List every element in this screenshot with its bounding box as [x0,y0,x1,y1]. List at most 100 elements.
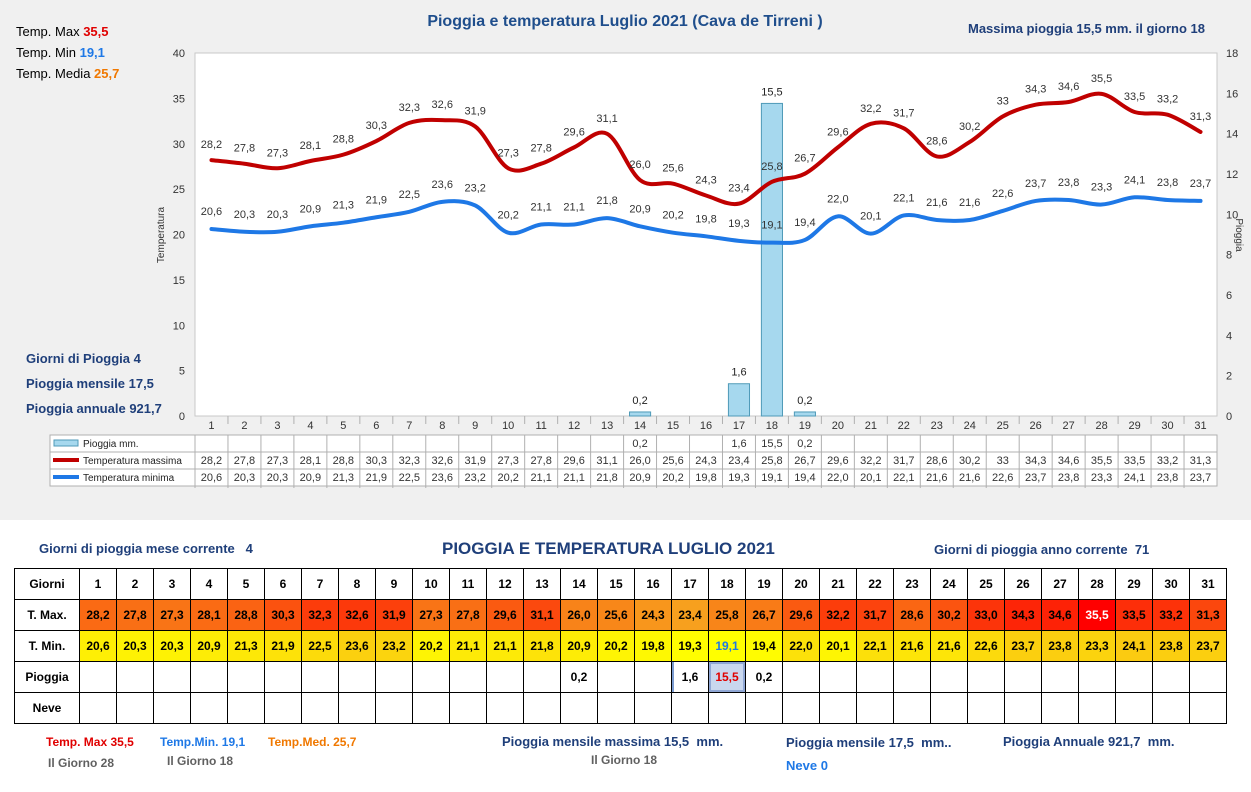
tmax-point-label: 26,7 [794,153,815,165]
tmin-cell: 22,0 [782,630,820,662]
snow-cell [1115,692,1153,724]
footer-tmin-day: Il Giorno 18 [167,754,234,768]
tmax-point-label: 25,8 [761,161,782,173]
tmin-point-label: 21,6 [959,197,980,209]
rain-cell [449,661,487,693]
tmin-cell: 19,4 [745,630,783,662]
y-tick-label: 35 [173,93,185,105]
data-table-cell: 22,1 [893,472,914,484]
snow-cell [486,692,524,724]
day-header-cell: 10 [412,568,450,600]
x-tick-label: 2 [241,420,247,432]
snow-cell [967,692,1005,724]
rain-bar [727,383,751,417]
data-table-cell: 20,3 [234,472,255,484]
data-table-cell: 28,8 [333,455,354,467]
footer-tmax-value: 35,5 [110,735,134,749]
x-tick-label: 11 [535,420,546,432]
data-table-cell: 22,6 [992,472,1013,484]
data-table-cell: 24,3 [695,455,716,467]
tmin-point-label: 22,0 [827,193,848,205]
tmax-cell: 30,3 [264,599,302,631]
data-table-cell: 22,5 [399,472,420,484]
data-table-cell: 28,1 [300,455,321,467]
data-table-frame [49,434,1218,487]
x-tick-label: 15 [667,420,679,432]
tmin-cell: 20,9 [560,630,598,662]
tmax-cell: 31,1 [523,599,561,631]
data-table-cell: 0,2 [632,438,647,450]
rain-cell [856,661,894,693]
footer-tmax-day: Il Giorno 28 [48,756,115,770]
tmax-cell: 27,8 [449,599,487,631]
y2-tick-label: 2 [1226,371,1232,383]
day-header-cell: 11 [449,568,487,600]
day-header-cell: 26 [1004,568,1042,600]
tmin-point-label: 21,3 [333,200,354,212]
tmax-cell: 28,1 [190,599,228,631]
tmax-point-label: 31,1 [596,113,617,125]
tmin-point-label: 23,8 [1058,177,1079,189]
x-tick-label: 18 [766,420,778,432]
day-header-cell: 27 [1041,568,1079,600]
summary-tmax-label: Temp. Max [16,24,80,39]
day-header-cell: 17 [671,568,709,600]
data-table-cell: 26,7 [794,455,815,467]
rain-cell [819,661,857,693]
snow-cell [449,692,487,724]
data-table-cell: 29,6 [827,455,848,467]
data-table-cell: 33 [997,455,1009,467]
rain-cell [264,661,302,693]
data-table-cell: 23,8 [1157,472,1178,484]
rain-cell [301,661,339,693]
tmax-point-label: 34,3 [1025,84,1046,96]
rain-bar [793,411,816,417]
data-table-cell: 27,3 [497,455,518,467]
data-table-cell: 19,1 [761,472,782,484]
rain-cell [893,661,931,693]
data-table-cell: 28,2 [201,455,222,467]
snow-cell [338,692,376,724]
x-tick-label: 10 [502,420,514,432]
day-header-cell: 4 [190,568,228,600]
x-tick-label: 20 [832,420,844,432]
rain-cell [79,661,117,693]
x-tick-label: 4 [307,420,313,432]
data-table-cell: 21,3 [333,472,354,484]
tmax-cell: 32,3 [301,599,339,631]
data-table-cell: 31,3 [1190,455,1211,467]
tmax-point-label: 31,9 [465,106,486,118]
tmax-point-label: 26,0 [629,159,650,171]
footer-tmed-label: Temp.Med. [268,735,330,749]
rain-bar-label: 0,2 [632,395,647,407]
rain-cell [227,661,265,693]
rain-cell [967,661,1005,693]
x-tick-label: 30 [1161,420,1173,432]
data-table-cell: 20,9 [629,472,650,484]
data-table-cell: 30,2 [959,455,980,467]
data-table-cell: 24,1 [1124,472,1145,484]
rain-cell [412,661,450,693]
tmax-cell: 25,8 [708,599,746,631]
day-header-cell: 6 [264,568,302,600]
tmax-point-label: 33,5 [1124,91,1145,103]
tmin-cell: 20,1 [819,630,857,662]
snow-cell [412,692,450,724]
tmin-point-label: 23,3 [1091,182,1112,194]
summary-tmin-label: Temp. Min [16,45,76,60]
data-table-cell: 20,2 [662,472,683,484]
snow-cell [930,692,968,724]
tmax-point-label: 27,3 [267,147,288,159]
day-header-cell: 25 [967,568,1005,600]
x-tick-label: 7 [406,420,412,432]
tmax-cell: 30,2 [930,599,968,631]
x-tick-label: 24 [964,420,976,432]
footer-tmin-value: 19,1 [221,735,246,749]
tmin-cell: 21,9 [264,630,302,662]
tmin-point-label: 21,8 [596,195,617,207]
data-table-cell: 21,8 [596,472,617,484]
tmax-cell: 31,3 [1189,599,1227,631]
tmax-cell: 32,6 [338,599,376,631]
data-table-cell: 31,9 [465,455,486,467]
tmax-cell: 32,2 [819,599,857,631]
